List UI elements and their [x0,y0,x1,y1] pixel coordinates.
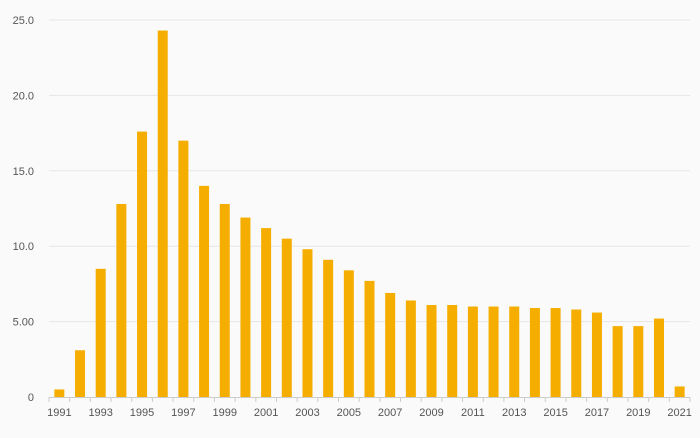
x-tick-label: 1995 [130,407,154,419]
bar-2008 [405,300,416,397]
bar-1991 [54,389,65,397]
y-tick-label: 20.0 [13,90,34,102]
bar-2017 [591,312,602,397]
x-tick-label: 1999 [213,407,237,419]
x-tick-label: 2003 [295,407,319,419]
bar-2003 [302,249,313,397]
x-tick-label: 1991 [47,407,71,419]
bar-2001 [261,228,272,397]
bar-2013 [509,306,520,397]
bar-2004 [323,259,334,397]
bar-2005 [343,270,354,397]
x-tick-label: 2001 [254,407,278,419]
y-tick-label: 0 [28,392,34,404]
x-axis-ticks: 1991 1993 1995 1997 1999 2001 2003 2005 2007 2009… [47,397,692,419]
y-tick-label: 15.0 [13,166,34,178]
bar-2012 [488,306,499,397]
bar-2018 [612,326,623,397]
x-tick-label: 2005 [337,407,361,419]
bar-2002 [281,238,292,397]
bar-2021 [674,386,685,397]
bar-1997 [178,140,189,397]
bar-1994 [116,203,127,397]
bar-1993 [95,268,106,397]
bar-1999 [219,203,230,397]
x-tick-label: 2011 [461,407,485,419]
x-tick-label: 1997 [171,407,195,419]
grid-lines [49,19,690,323]
y-tick-label: 10.0 [13,241,34,253]
x-tick-label: 2013 [502,407,526,419]
x-tick-label: 2019 [626,407,650,419]
y-axis-ticks: 0 5.00 10.0 15.0 20.0 25.0 [13,15,34,404]
x-tick-label: 2009 [419,407,443,419]
y-tick-label: 5.00 [13,317,34,329]
bar-2016 [571,309,582,397]
x-tick-label: 2021 [667,407,691,419]
bar-2010 [447,305,458,397]
bar-1992 [75,350,86,397]
bar-2020 [653,318,664,397]
bar-1996 [157,30,168,397]
y-tick-label: 25.0 [13,15,34,27]
bar-2019 [633,326,644,397]
bars [54,30,685,398]
x-tick-label: 2017 [585,407,609,419]
bar-2009 [426,305,437,397]
bar-2011 [467,306,478,397]
x-tick-label: 2015 [543,407,567,419]
bar-2014 [529,308,540,397]
x-tick-label: 1993 [88,407,112,419]
bar-1995 [137,131,148,398]
bar-2006 [364,280,375,397]
bar-2007 [385,292,396,397]
bar-2000 [240,217,251,397]
x-tick-label: 2007 [378,407,402,419]
bar-1998 [199,185,210,397]
bar-2015 [550,308,561,397]
